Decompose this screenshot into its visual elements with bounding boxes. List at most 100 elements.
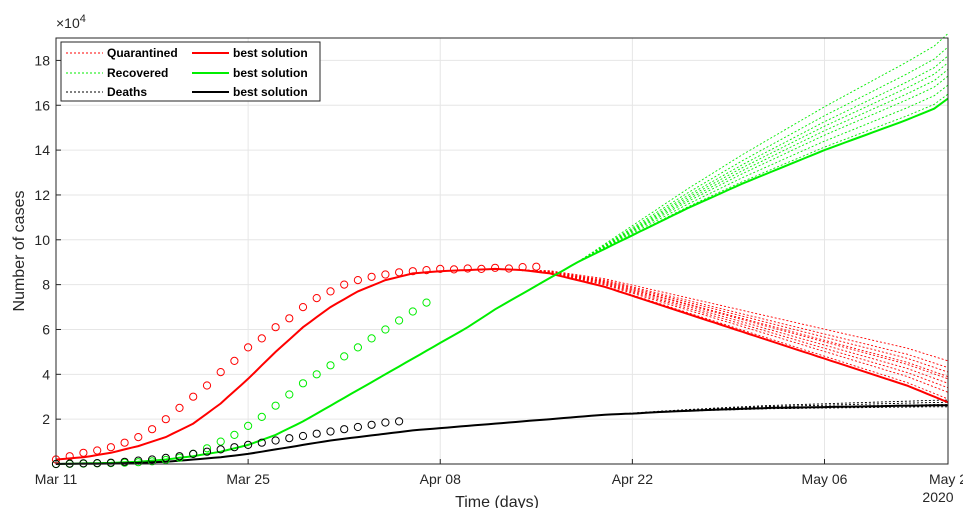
observed-point-quarantined bbox=[326, 287, 335, 296]
observed-point-recovered bbox=[408, 307, 417, 316]
observed-point-quarantined bbox=[463, 264, 472, 273]
observed-point-deaths bbox=[216, 445, 225, 454]
x-axis-title: Time (days) bbox=[455, 494, 539, 508]
observed-point-quarantined bbox=[436, 264, 445, 273]
observed-point-recovered bbox=[381, 325, 390, 334]
legend-box bbox=[60, 41, 321, 102]
observed-point-quarantined bbox=[532, 262, 541, 271]
observed-point-deaths bbox=[202, 447, 212, 456]
observed-point-deaths bbox=[367, 420, 376, 429]
observed-point-quarantined bbox=[518, 263, 527, 272]
x-tick-label: Apr 08 bbox=[420, 471, 461, 487]
x-axis-ticks: Mar 11 Mar 25 Apr 08 Apr 22 May 06 May 2 bbox=[35, 459, 963, 487]
observed-point-recovered bbox=[285, 390, 294, 399]
observed-point-quarantined bbox=[477, 264, 486, 273]
observed-point-quarantined bbox=[202, 381, 212, 390]
observed-point-quarantined bbox=[148, 425, 157, 434]
observed-point-deaths bbox=[244, 440, 253, 449]
observed-point-quarantined bbox=[408, 267, 417, 276]
x-tick-label: Mar 25 bbox=[226, 471, 270, 487]
y-tick-label: 2 bbox=[42, 411, 50, 427]
observed-point-quarantined bbox=[79, 448, 88, 457]
observed-point-recovered bbox=[353, 343, 362, 352]
grid bbox=[55, 38, 949, 464]
observed-data-markers bbox=[51, 262, 541, 469]
legend-quarantined-best-label: best solution bbox=[233, 46, 308, 60]
observed-point-recovered bbox=[244, 421, 253, 430]
observed-point-quarantined bbox=[340, 280, 349, 289]
observed-point-quarantined bbox=[216, 368, 225, 377]
observed-point-deaths bbox=[93, 459, 102, 468]
observed-point-deaths bbox=[298, 431, 308, 441]
legend: Quarantined best solution Recovered best… bbox=[60, 41, 321, 102]
observed-point-deaths bbox=[340, 425, 349, 434]
observed-point-quarantined bbox=[504, 264, 513, 273]
legend-recovered-label: Recovered bbox=[107, 66, 168, 80]
observed-point-recovered bbox=[395, 316, 404, 325]
x-tick-label: Mar 11 bbox=[35, 471, 78, 487]
observed-point-recovered bbox=[230, 430, 239, 439]
observed-point-recovered bbox=[257, 412, 266, 421]
y-tick-label: 10 bbox=[34, 232, 50, 248]
y-tick-label: 8 bbox=[42, 277, 50, 293]
observed-point-deaths bbox=[148, 455, 157, 464]
observed-point-deaths bbox=[326, 427, 335, 436]
observed-point-recovered bbox=[326, 361, 335, 370]
observed-point-quarantined bbox=[230, 356, 239, 365]
y-tick-label: 14 bbox=[34, 142, 50, 158]
y-tick-label: 18 bbox=[34, 52, 50, 68]
observed-point-deaths bbox=[381, 418, 390, 427]
observed-point-quarantined bbox=[257, 334, 266, 343]
observed-point-deaths bbox=[120, 457, 129, 466]
observed-point-deaths bbox=[106, 458, 116, 467]
observed-point-quarantined bbox=[285, 314, 294, 323]
legend-recovered-best-label: best solution bbox=[233, 66, 308, 80]
observed-point-quarantined bbox=[422, 266, 431, 275]
observed-point-quarantined bbox=[175, 403, 184, 412]
observed-point-deaths bbox=[353, 422, 362, 432]
observed-point-quarantined bbox=[271, 323, 280, 332]
observed-point-quarantined bbox=[381, 270, 390, 279]
observed-point-deaths bbox=[395, 417, 404, 426]
observed-point-quarantined bbox=[106, 443, 116, 452]
observed-point-quarantined bbox=[449, 265, 459, 274]
legend-quarantined-label: Quarantined bbox=[107, 46, 178, 60]
legend-deaths-label: Deaths bbox=[107, 85, 147, 99]
observed-point-quarantined bbox=[353, 276, 362, 285]
y-exponent-label: ×104 bbox=[56, 13, 86, 31]
observed-point-deaths bbox=[312, 429, 321, 438]
y-tick-label: 4 bbox=[42, 366, 50, 382]
plot-background bbox=[56, 38, 948, 464]
y-tick-label: 16 bbox=[34, 97, 50, 113]
plot-frame bbox=[55, 37, 949, 465]
x-year-label: 2020 bbox=[922, 489, 953, 505]
observed-point-quarantined bbox=[491, 263, 500, 272]
observed-point-recovered bbox=[312, 370, 321, 379]
observed-point-deaths bbox=[257, 438, 266, 447]
observed-point-quarantined bbox=[189, 392, 198, 401]
observed-point-quarantined bbox=[395, 268, 404, 277]
y-tick-label: 6 bbox=[42, 321, 50, 337]
legend-deaths-best-label: best solution bbox=[233, 85, 308, 99]
observed-point-quarantined bbox=[161, 415, 170, 424]
y-tick-label: 12 bbox=[34, 187, 50, 203]
observed-point-recovered bbox=[298, 379, 308, 388]
observed-point-recovered bbox=[202, 444, 212, 453]
x-tick-label: Apr 22 bbox=[612, 471, 653, 487]
x-tick-label: May 06 bbox=[802, 471, 848, 487]
observed-point-deaths bbox=[175, 452, 184, 461]
observed-point-recovered bbox=[271, 401, 280, 410]
observed-point-deaths bbox=[189, 449, 198, 458]
observed-point-quarantined bbox=[367, 272, 376, 281]
observed-point-deaths bbox=[79, 459, 88, 468]
observed-point-quarantined bbox=[312, 294, 321, 303]
observed-point-quarantined bbox=[134, 433, 143, 442]
y-axis-ticks: 2 4 6 8 10 12 14 16 18 bbox=[34, 52, 61, 427]
best-solution-line-deaths bbox=[55, 404, 948, 465]
observed-point-recovered bbox=[367, 334, 376, 343]
observed-point-quarantined bbox=[244, 343, 253, 352]
best-solution-line-quarantined bbox=[55, 267, 949, 461]
observed-point-recovered bbox=[422, 298, 431, 307]
observed-point-deaths bbox=[285, 434, 294, 443]
